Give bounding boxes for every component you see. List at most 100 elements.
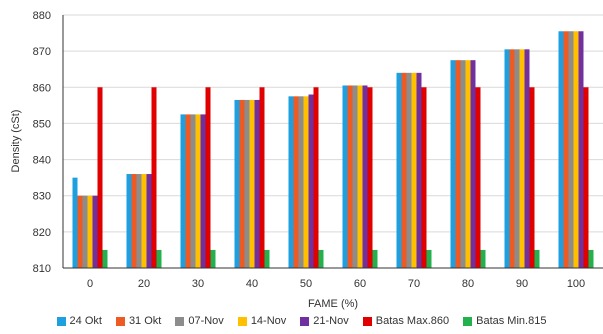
bar-21-nov-60 bbox=[362, 85, 368, 268]
x-tick-label: 70 bbox=[408, 278, 420, 290]
bar-21-nov-40 bbox=[254, 99, 260, 268]
y-tick-label: 840 bbox=[33, 155, 51, 167]
bar-batas-max-860-20 bbox=[151, 87, 157, 269]
x-tick-label: 20 bbox=[138, 278, 150, 290]
legend-item: 31 Okt bbox=[115, 315, 162, 327]
bar-31-okt-50 bbox=[293, 96, 299, 268]
bar-batas-min-815-90 bbox=[534, 249, 540, 268]
y-tick-label: 850 bbox=[33, 118, 51, 130]
bar-batas-max-860-100 bbox=[583, 87, 589, 269]
x-tick-label: 30 bbox=[192, 278, 204, 290]
bar-24-okt-30 bbox=[180, 114, 186, 269]
bar-31-okt-40 bbox=[239, 99, 245, 268]
legend-swatch bbox=[115, 316, 125, 326]
bar-31-okt-30 bbox=[185, 114, 191, 269]
legend-swatch bbox=[362, 316, 372, 326]
bar-14-nov-90 bbox=[519, 49, 525, 269]
x-axis-title: FAME (%) bbox=[308, 298, 358, 310]
bar-07-nov-100 bbox=[568, 31, 574, 269]
bar-24-okt-40 bbox=[234, 99, 240, 268]
bar-batas-max-860-80 bbox=[475, 87, 481, 269]
bar-batas-min-815-0 bbox=[102, 249, 108, 268]
bar-24-okt-70 bbox=[396, 72, 402, 268]
bar-24-okt-80 bbox=[450, 60, 456, 268]
bar-21-nov-100 bbox=[578, 31, 584, 269]
legend-swatch bbox=[463, 316, 473, 326]
bar-batas-max-860-40 bbox=[259, 87, 265, 269]
bar-batas-max-860-0 bbox=[97, 87, 103, 269]
x-tick-label: 40 bbox=[246, 278, 258, 290]
legend: 24 Okt 31 Okt 07-Nov 14-Nov 21-Nov Batas Max.… bbox=[0, 315, 603, 327]
bar-07-nov-80 bbox=[460, 60, 466, 268]
bar-24-okt-20 bbox=[126, 174, 132, 268]
bar-07-nov-30 bbox=[190, 114, 196, 269]
bar-31-okt-100 bbox=[563, 31, 569, 269]
legend-item: 24 Okt bbox=[56, 315, 102, 327]
bar-batas-min-815-100 bbox=[588, 249, 594, 268]
bar-24-okt-0 bbox=[72, 177, 78, 268]
y-tick-label: 810 bbox=[33, 263, 51, 275]
x-tick-label: 90 bbox=[516, 278, 528, 290]
bars bbox=[72, 31, 594, 269]
bar-31-okt-20 bbox=[131, 174, 137, 268]
bar-24-okt-90 bbox=[504, 49, 510, 269]
legend-item: 21-Nov bbox=[300, 315, 349, 327]
legend-label: 24 Okt bbox=[69, 315, 102, 327]
x-tick-label: 80 bbox=[462, 278, 474, 290]
bar-batas-min-815-60 bbox=[372, 249, 378, 268]
bar-21-nov-70 bbox=[416, 72, 422, 268]
x-tick-labels: 0 20 30 40 50 60 70 80 90 100 bbox=[87, 278, 585, 290]
bar-14-nov-0 bbox=[87, 195, 93, 268]
bar-batas-min-815-20 bbox=[156, 249, 162, 268]
bar-21-nov-50 bbox=[308, 94, 314, 268]
bar-batas-min-815-30 bbox=[210, 249, 216, 268]
legend-item: Batas Max.860 bbox=[362, 315, 450, 327]
bar-07-nov-0 bbox=[82, 195, 88, 268]
bar-24-okt-60 bbox=[342, 85, 348, 268]
bar-batas-min-815-80 bbox=[480, 249, 486, 268]
bar-21-nov-0 bbox=[92, 195, 98, 268]
legend-label: Batas Max.860 bbox=[375, 315, 450, 327]
x-tick-label: 50 bbox=[300, 278, 312, 290]
bar-24-okt-100 bbox=[558, 31, 564, 269]
legend-swatch bbox=[300, 316, 310, 326]
y-tick-label: 860 bbox=[33, 82, 51, 94]
bar-batas-min-815-40 bbox=[264, 249, 270, 268]
bar-14-nov-80 bbox=[465, 60, 471, 268]
bar-14-nov-100 bbox=[573, 31, 579, 269]
bar-31-okt-70 bbox=[401, 72, 407, 268]
bar-07-nov-40 bbox=[244, 99, 250, 268]
x-tick-label: 60 bbox=[354, 278, 366, 290]
legend-label: 31 Okt bbox=[128, 315, 162, 327]
bar-14-nov-50 bbox=[303, 96, 309, 268]
y-tick-label: 870 bbox=[33, 46, 51, 58]
bar-31-okt-80 bbox=[455, 60, 461, 268]
y-tick-label: 880 bbox=[33, 10, 51, 22]
bar-14-nov-70 bbox=[411, 72, 417, 268]
bar-07-nov-60 bbox=[352, 85, 358, 268]
bar-31-okt-90 bbox=[509, 49, 515, 269]
bar-batas-min-815-70 bbox=[426, 249, 432, 268]
legend-label: 14-Nov bbox=[250, 315, 287, 327]
bar-14-nov-40 bbox=[249, 99, 255, 268]
bar-14-nov-30 bbox=[195, 114, 201, 269]
bar-21-nov-20 bbox=[146, 174, 152, 268]
y-tick-labels: 810 820 830 840 850 860 870 880 bbox=[33, 10, 51, 275]
legend-swatch bbox=[56, 316, 66, 326]
bar-21-nov-80 bbox=[470, 60, 476, 268]
bar-07-nov-70 bbox=[406, 72, 412, 268]
bar-14-nov-20 bbox=[141, 174, 147, 268]
axes bbox=[62, 15, 603, 269]
bar-batas-max-860-30 bbox=[205, 87, 211, 269]
legend-item: Batas Min.815 bbox=[463, 315, 546, 327]
bar-batas-max-860-90 bbox=[529, 87, 535, 269]
bar-batas-max-860-70 bbox=[421, 87, 427, 269]
legend-label: Batas Min.815 bbox=[476, 315, 547, 327]
bar-07-nov-20 bbox=[136, 174, 142, 268]
bar-batas-min-815-50 bbox=[318, 249, 324, 268]
x-tick-label: 0 bbox=[87, 278, 93, 290]
bar-24-okt-50 bbox=[288, 96, 294, 268]
y-axis-title: Density (cSt) bbox=[10, 110, 22, 173]
bar-21-nov-30 bbox=[200, 114, 206, 269]
